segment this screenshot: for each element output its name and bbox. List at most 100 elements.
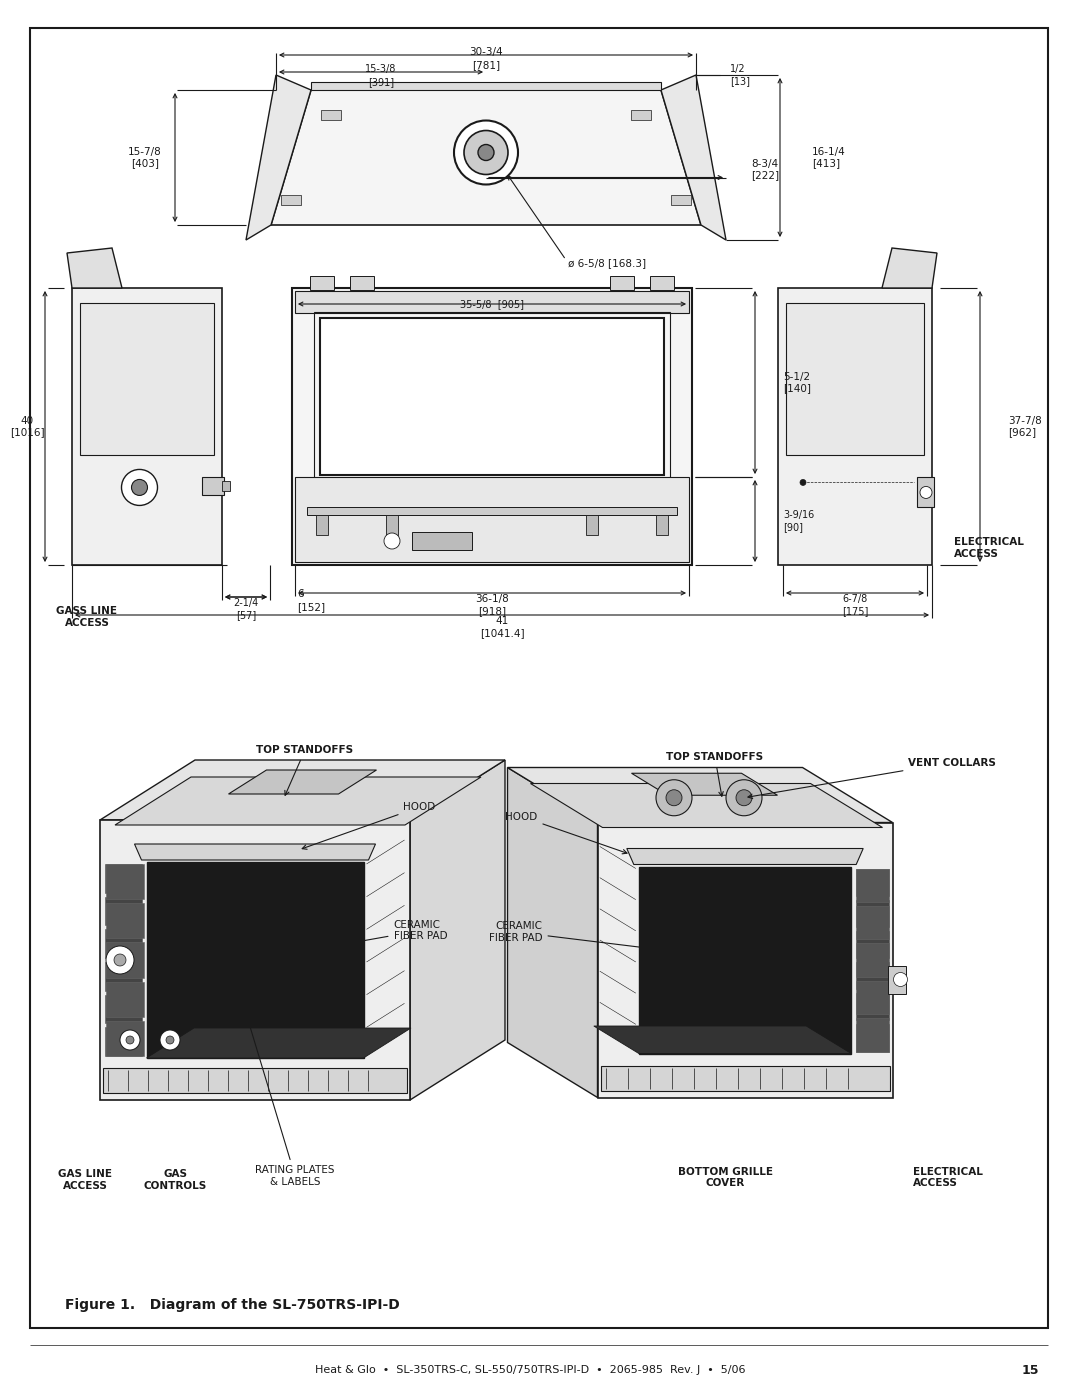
Bar	[600, 1066, 890, 1091]
Text: ø 6-5/8 [168.3]: ø 6-5/8 [168.3]	[568, 258, 646, 268]
Polygon shape	[508, 767, 892, 823]
Bar	[103, 1067, 407, 1092]
Bar	[105, 1027, 143, 1056]
Bar	[316, 515, 328, 535]
Text: 6-7/8
[175]: 6-7/8 [175]	[841, 594, 868, 616]
Polygon shape	[246, 75, 311, 240]
Text: ELECTRICAL
ACCESS: ELECTRICAL ACCESS	[913, 1166, 983, 1189]
Text: 41
[1041.4]: 41 [1041.4]	[480, 616, 524, 638]
Bar	[106, 904, 144, 939]
Bar	[307, 507, 677, 515]
Circle shape	[800, 479, 806, 485]
Bar	[295, 476, 689, 562]
Text: ELECTRICAL
ACCESS: ELECTRICAL ACCESS	[954, 538, 1024, 559]
Text: GAS
CONTROLS: GAS CONTROLS	[144, 1169, 206, 1190]
Text: HOOD: HOOD	[302, 802, 435, 849]
Bar	[386, 515, 399, 535]
Text: [781]: [781]	[472, 60, 500, 70]
Polygon shape	[882, 249, 937, 288]
Text: CERAMIC
FIBER PAD: CERAMIC FIBER PAD	[489, 921, 741, 961]
Circle shape	[166, 1037, 174, 1044]
Bar	[610, 277, 634, 291]
Bar	[292, 288, 692, 564]
Bar	[856, 1024, 889, 1052]
Polygon shape	[594, 1025, 851, 1053]
Bar	[106, 943, 144, 978]
Bar	[786, 303, 924, 455]
Bar	[105, 929, 143, 958]
Text: 16-1/4
[413]: 16-1/4 [413]	[812, 147, 846, 168]
Circle shape	[114, 954, 126, 965]
Circle shape	[120, 1030, 140, 1051]
Bar	[281, 196, 301, 205]
Bar	[310, 277, 334, 291]
Bar	[105, 863, 143, 893]
Circle shape	[464, 130, 508, 175]
Bar	[100, 820, 410, 1099]
Polygon shape	[626, 848, 863, 865]
Text: GAS LINE
ACCESS: GAS LINE ACCESS	[58, 1169, 112, 1190]
Text: 8-3/4
[222]: 8-3/4 [222]	[751, 159, 779, 180]
Circle shape	[478, 144, 494, 161]
Bar	[856, 869, 889, 902]
Text: 2-1/4
[57]: 2-1/4 [57]	[233, 598, 258, 620]
Text: TOP STANDOFFS: TOP STANDOFFS	[666, 753, 764, 796]
Polygon shape	[67, 249, 122, 288]
Text: 40
[1016]: 40 [1016]	[10, 416, 44, 437]
Circle shape	[656, 780, 692, 816]
Bar	[311, 82, 661, 89]
Bar	[321, 110, 341, 120]
Circle shape	[666, 789, 681, 806]
Bar	[597, 823, 892, 1098]
Bar	[80, 303, 214, 455]
Bar	[856, 981, 889, 1014]
Text: BOTTOM GRILLE
COVER: BOTTOM GRILLE COVER	[677, 1166, 772, 1189]
Text: Heat & Glo  •  SL-350TRS-C, SL-550/750TRS-IPI-D  •  2065-985  Rev. J  •  5/06: Heat & Glo • SL-350TRS-C, SL-550/750TRS-…	[314, 1365, 745, 1375]
Bar	[856, 905, 889, 939]
Polygon shape	[271, 89, 701, 225]
Bar	[106, 1021, 144, 1056]
Circle shape	[384, 534, 400, 549]
Polygon shape	[530, 784, 882, 827]
Circle shape	[920, 486, 932, 499]
Text: HOOD: HOOD	[505, 812, 627, 854]
Bar	[638, 866, 851, 1053]
Bar	[202, 478, 224, 496]
Text: 15-3/8: 15-3/8	[365, 64, 396, 74]
Text: VENT COLLARS: VENT COLLARS	[748, 757, 996, 799]
Bar	[631, 110, 651, 120]
Bar	[856, 943, 889, 977]
Bar	[105, 963, 143, 990]
Bar	[856, 993, 889, 1020]
Text: 37-7/8
[962]: 37-7/8 [962]	[1008, 416, 1042, 437]
Circle shape	[132, 479, 148, 496]
Bar	[106, 863, 144, 900]
Polygon shape	[632, 774, 778, 795]
Text: 30-3/4: 30-3/4	[469, 47, 503, 57]
Polygon shape	[508, 767, 597, 1098]
Bar	[222, 482, 230, 492]
Polygon shape	[410, 760, 505, 1099]
Text: 3-9/16
[90]: 3-9/16 [90]	[783, 510, 814, 532]
Circle shape	[106, 946, 134, 974]
Text: RATING PLATES
& LABELS: RATING PLATES & LABELS	[245, 1014, 335, 1186]
Bar	[72, 288, 222, 564]
Text: [152]: [152]	[297, 602, 325, 612]
Polygon shape	[229, 770, 377, 793]
Circle shape	[893, 972, 907, 986]
Text: CERAMIC
FIBER PAD: CERAMIC FIBER PAD	[259, 919, 447, 961]
Bar	[650, 277, 674, 291]
Text: 15-7/8
[403]: 15-7/8 [403]	[129, 147, 162, 168]
Text: 15: 15	[1022, 1363, 1039, 1376]
Bar	[856, 930, 889, 958]
Bar	[856, 963, 889, 989]
Polygon shape	[114, 777, 481, 826]
Polygon shape	[147, 1028, 411, 1058]
Bar	[586, 515, 598, 535]
Text: Figure 1.   Diagram of the SL-750TRS-IPI-D: Figure 1. Diagram of the SL-750TRS-IPI-D	[65, 1298, 400, 1312]
Bar	[320, 319, 664, 475]
Circle shape	[726, 780, 762, 816]
Bar	[314, 312, 670, 481]
Bar	[350, 277, 374, 291]
Bar	[147, 862, 364, 1058]
